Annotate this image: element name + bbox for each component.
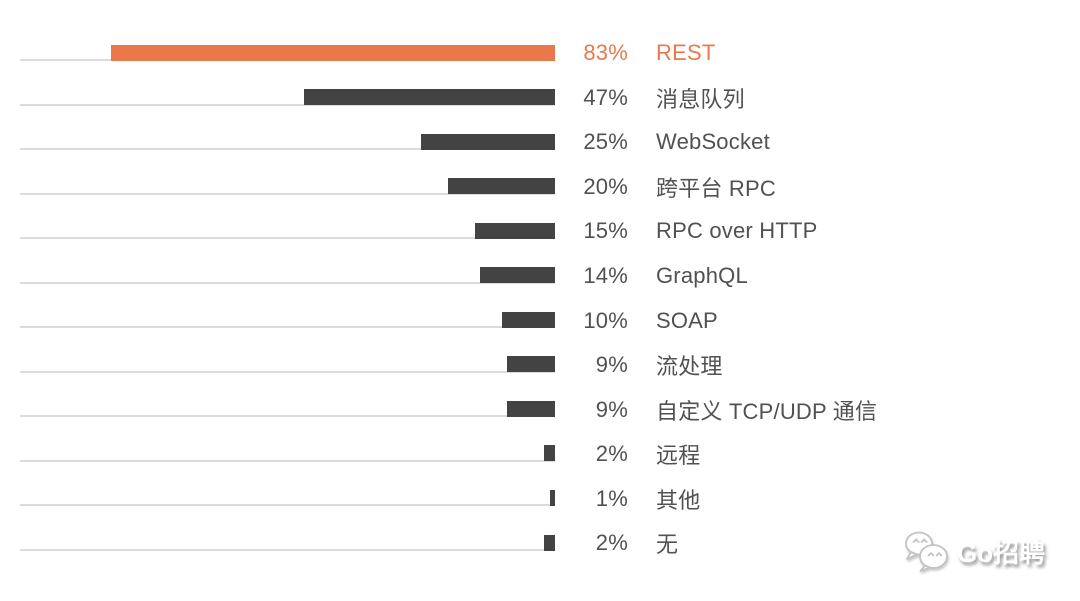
percentage-label: 9% xyxy=(595,396,628,422)
chart-row: 9% 自定义 TCP/UDP 通信 xyxy=(0,387,900,432)
chart-row: 20% 跨平台 RPC xyxy=(0,165,900,210)
bar-track-line xyxy=(20,192,555,195)
bar-area xyxy=(0,521,555,566)
bar-area xyxy=(0,120,555,165)
bar-track-line xyxy=(20,281,555,284)
bar-track-line xyxy=(20,103,555,106)
category-label: RPC over HTTP xyxy=(656,218,818,244)
value-bar xyxy=(506,400,555,417)
category-label: SOAP xyxy=(656,307,718,333)
bar-area xyxy=(0,76,555,121)
bar-track-line xyxy=(20,237,555,240)
value-bar xyxy=(549,489,555,506)
category-label: 消息队列 xyxy=(656,86,745,112)
category-label: 自定义 TCP/UDP 通信 xyxy=(656,398,878,424)
bar-track-line xyxy=(20,459,555,462)
category-label: 跨平台 RPC xyxy=(656,175,776,201)
bar-area xyxy=(0,254,555,299)
percentage-label: 25% xyxy=(583,129,628,155)
percentage-label: 2% xyxy=(595,441,628,467)
chart-row: 25% WebSocket xyxy=(0,120,900,165)
category-label: 流处理 xyxy=(656,354,723,380)
bar-track-line xyxy=(20,326,555,329)
chart-rows: 83% REST 47% 消息队列 25% WebSocket xyxy=(0,31,900,566)
chart-row: 10% SOAP xyxy=(0,298,900,343)
value-bar xyxy=(506,356,555,373)
category-label: 无 xyxy=(656,532,679,558)
value-bar xyxy=(421,133,555,150)
percentage-label: 1% xyxy=(595,485,628,511)
bar-area xyxy=(0,432,555,477)
bar-track-line xyxy=(20,370,555,373)
bar-area xyxy=(0,165,555,210)
bar-area xyxy=(0,343,555,388)
percentage-label: 47% xyxy=(583,84,628,110)
bar-area xyxy=(0,476,555,521)
category-label: WebSocket xyxy=(656,129,770,155)
watermark-text: Go招聘 xyxy=(957,537,1046,568)
percentage-label: 20% xyxy=(583,173,628,199)
category-label: GraphQL xyxy=(656,263,748,288)
percentage-label: 83% xyxy=(583,40,628,66)
percentage-label: 10% xyxy=(583,307,628,333)
bar-area xyxy=(0,387,555,432)
category-label: 远程 xyxy=(656,443,701,469)
value-bar xyxy=(501,311,555,328)
value-bar xyxy=(448,178,555,195)
value-bar xyxy=(544,445,555,462)
percentage-label: 9% xyxy=(595,352,628,378)
percentage-label: 14% xyxy=(583,263,628,288)
chart-row: 1% 其他 xyxy=(0,476,900,521)
category-label: REST xyxy=(656,40,716,66)
bar-track-line xyxy=(20,148,555,151)
value-bar xyxy=(110,44,555,61)
wechat-logo-icon xyxy=(905,531,948,572)
category-label: 其他 xyxy=(656,487,701,513)
bar-track-line xyxy=(20,415,555,418)
bar-area xyxy=(0,298,555,343)
chart-row: 2% 无 xyxy=(0,521,900,566)
bar-area xyxy=(0,209,555,254)
chart-row: 83% REST xyxy=(0,31,900,76)
percentage-label: 2% xyxy=(595,530,628,556)
value-bar xyxy=(474,222,555,239)
chart-row: 15% RPC over HTTP xyxy=(0,209,900,254)
bar-track-line xyxy=(20,549,555,552)
value-bar xyxy=(303,89,555,106)
bar-area xyxy=(0,31,555,76)
value-bar xyxy=(544,534,555,551)
percentage-label: 15% xyxy=(583,218,628,244)
chart-row: 9% 流处理 xyxy=(0,343,900,388)
chart-row: 14% GraphQL xyxy=(0,254,900,299)
chart-row: 2% 远程 xyxy=(0,432,900,477)
bar-track-line xyxy=(20,504,555,507)
watermark: Go招聘 xyxy=(903,530,1045,572)
chart-row: 47% 消息队列 xyxy=(0,76,900,121)
value-bar xyxy=(480,267,555,284)
